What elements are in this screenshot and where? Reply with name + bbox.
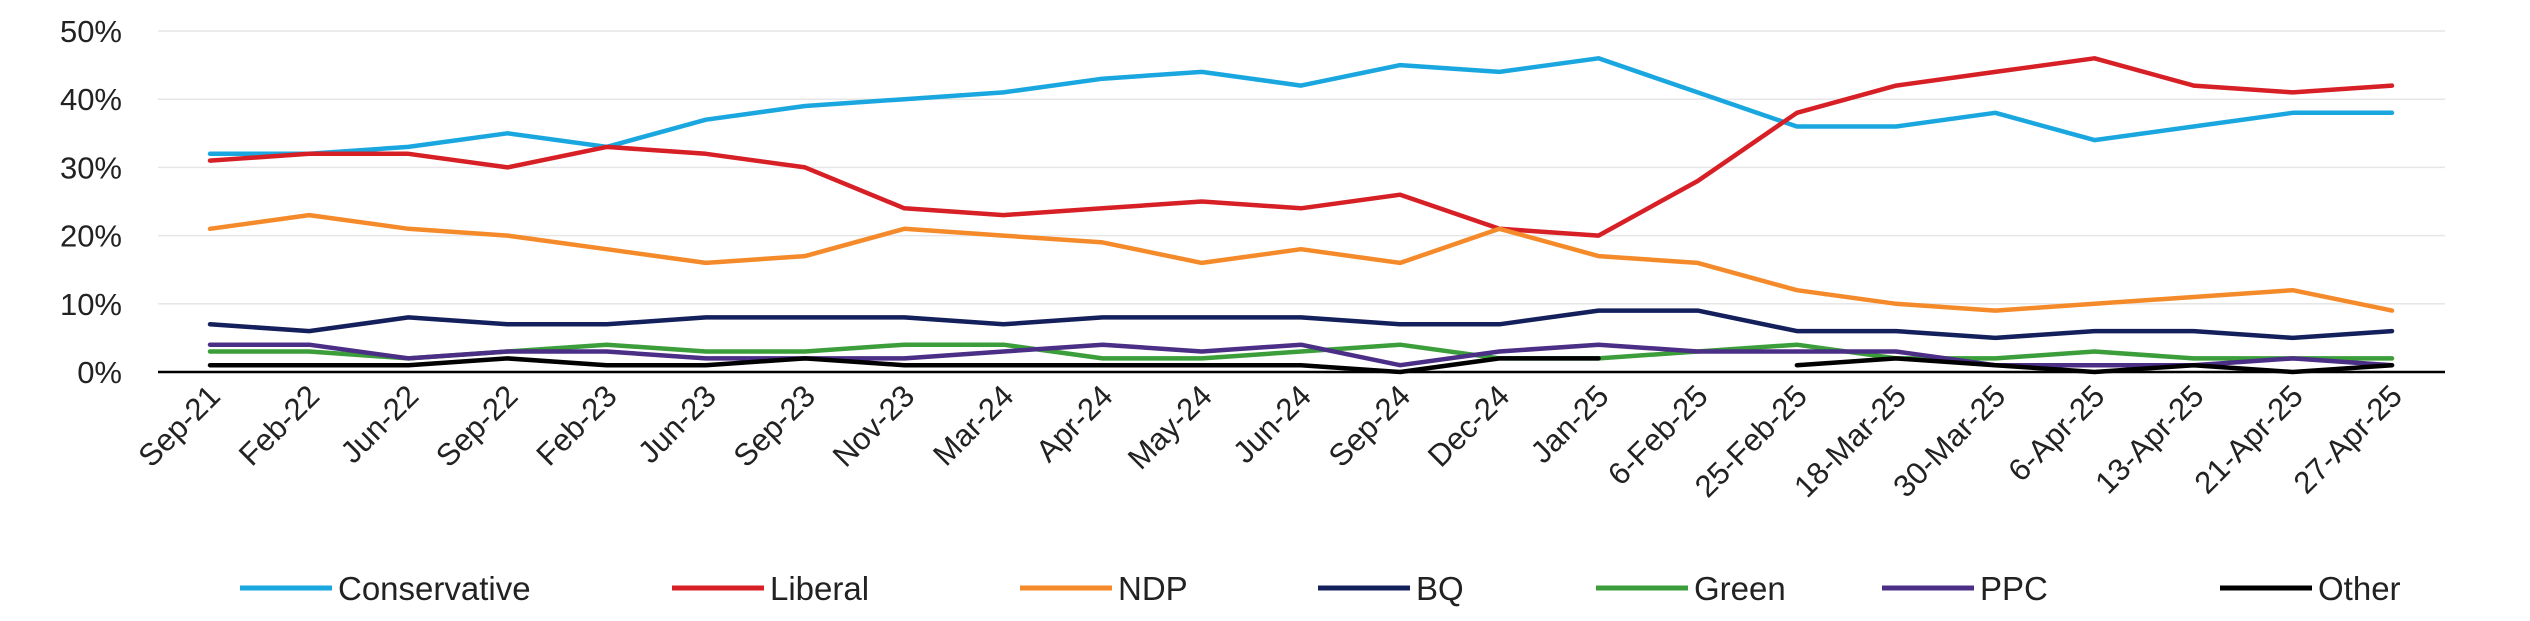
series-green bbox=[207, 342, 2395, 361]
series-line bbox=[207, 356, 2395, 375]
y-tick-label: 0% bbox=[77, 355, 122, 390]
x-tick-label: 13-Apr-25 bbox=[2088, 378, 2210, 500]
legend-label: NDP bbox=[1118, 570, 1188, 607]
legend-item: Liberal bbox=[672, 570, 869, 607]
x-tick-label: Sep-24 bbox=[1322, 378, 1417, 473]
x-tick-label: Sep-21 bbox=[132, 378, 227, 473]
x-tick-label: Mar-24 bbox=[926, 378, 1020, 472]
x-tick-label: Feb-22 bbox=[232, 378, 326, 472]
x-tick-label: Jun-22 bbox=[334, 378, 426, 470]
legend-item: BQ bbox=[1318, 570, 1464, 607]
legend-item: Green bbox=[1596, 570, 1786, 607]
x-tick-label: Sep-22 bbox=[429, 378, 524, 473]
legend-item: Conservative bbox=[240, 570, 531, 607]
x-tick-label: May-24 bbox=[1121, 378, 1219, 476]
series-ndp bbox=[207, 212, 2395, 313]
y-axis-ticks: 0% 10% 20% 30% 40% 50% bbox=[60, 14, 122, 390]
series-liberal bbox=[207, 56, 2395, 238]
legend-label: Other bbox=[2318, 570, 2401, 607]
legend-item: Other bbox=[2220, 570, 2401, 607]
series-layer bbox=[207, 56, 2395, 375]
x-tick-label: Apr-24 bbox=[1029, 378, 1120, 469]
legend-label: Green bbox=[1694, 570, 1786, 607]
x-tick-label: Jan-25 bbox=[1524, 378, 1616, 470]
series-conservative bbox=[207, 56, 2395, 157]
x-tick-label: Feb-23 bbox=[529, 378, 623, 472]
legend-label: BQ bbox=[1416, 570, 1464, 607]
legend-label: Conservative bbox=[338, 570, 531, 607]
legend-label: PPC bbox=[1980, 570, 2048, 607]
x-tick-label: 27-Apr-25 bbox=[2287, 378, 2409, 500]
y-tick-label: 50% bbox=[60, 14, 122, 49]
series-line bbox=[207, 342, 2395, 361]
x-tick-label: 21-Apr-25 bbox=[2188, 378, 2310, 500]
series-line bbox=[207, 308, 2395, 341]
series-line bbox=[207, 212, 2395, 313]
series-line bbox=[207, 56, 2395, 157]
y-tick-label: 30% bbox=[60, 150, 122, 185]
x-axis-ticks: Sep-21 Feb-22 Jun-22 Sep-22 Feb-23 Jun-23 Sep-… bbox=[132, 378, 2409, 504]
legend-item: PPC bbox=[1882, 570, 2048, 607]
series-ppc bbox=[207, 342, 2395, 368]
legend-label: Liberal bbox=[770, 570, 869, 607]
legend-item: NDP bbox=[1020, 570, 1188, 607]
x-tick-label: Dec-24 bbox=[1421, 378, 1516, 473]
x-tick-label: Sep-23 bbox=[727, 378, 822, 473]
x-tick-label: Jun-23 bbox=[631, 378, 723, 470]
y-tick-label: 40% bbox=[60, 82, 122, 117]
series-other bbox=[207, 356, 2395, 375]
series-line bbox=[207, 56, 2395, 238]
x-tick-label: Nov-23 bbox=[826, 378, 921, 473]
y-tick-label: 10% bbox=[60, 287, 122, 322]
grid-layer bbox=[158, 30, 2445, 374]
y-tick-label: 20% bbox=[60, 219, 122, 254]
series-line bbox=[207, 342, 2395, 368]
legend: Conservative Liberal NDP BQ Green PPC Other bbox=[240, 570, 2401, 607]
x-tick-label: Jun-24 bbox=[1226, 378, 1318, 470]
series-bq bbox=[207, 308, 2395, 341]
